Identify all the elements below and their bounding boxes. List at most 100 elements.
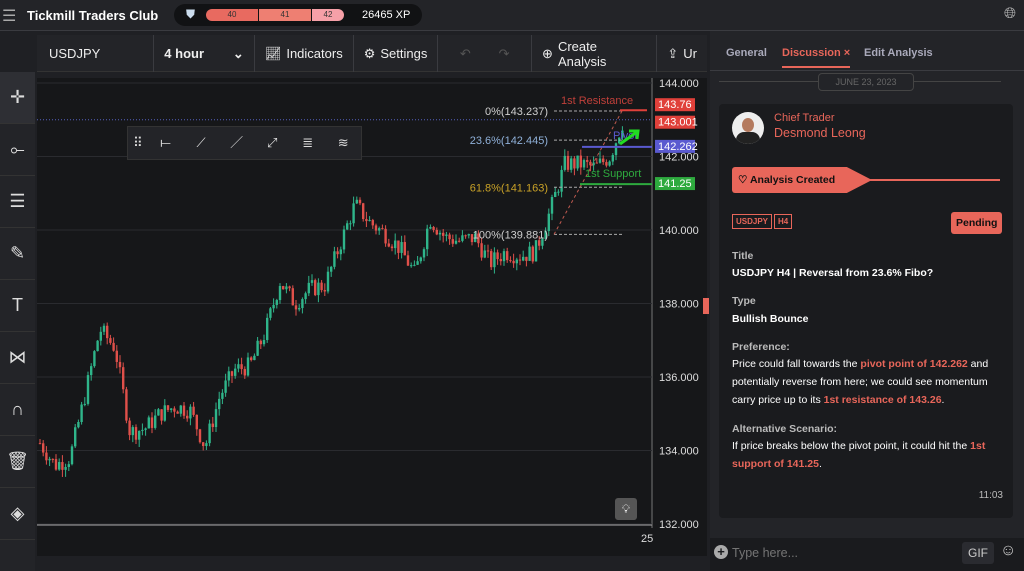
indicators-button[interactable]: 📈︎ Indicators bbox=[255, 35, 354, 72]
level-40: 40 bbox=[206, 9, 258, 21]
arrow-up-icon bbox=[619, 129, 640, 146]
add-attachment-icon[interactable]: + bbox=[714, 545, 728, 559]
indicators-icon: 📈︎ bbox=[264, 45, 282, 61]
price-tag bbox=[655, 177, 695, 191]
candle-body bbox=[349, 223, 352, 225]
price-chart[interactable]: 144.000 142.000 140.000 138.000 136.000 134.0… bbox=[37, 78, 707, 556]
candle-body bbox=[394, 240, 397, 249]
candle-body bbox=[80, 404, 83, 422]
upload-button[interactable]: ⇪ Ur bbox=[657, 35, 707, 72]
undo-icon[interactable]: ↶ bbox=[459, 45, 471, 61]
chart-toolbar: USDJPY 4 hour ⌄ 📈︎ Indicators ⚙ Settings ↶ ↷… bbox=[37, 35, 707, 72]
candle-body bbox=[467, 234, 470, 236]
candle-body bbox=[90, 366, 93, 376]
emoji-icon[interactable]: ☺ bbox=[1000, 542, 1017, 559]
close-icon[interactable]: × bbox=[843, 47, 851, 59]
stage-progress-line bbox=[869, 179, 1000, 181]
resistance-highlight: 1st resistance of 143.26 bbox=[823, 394, 942, 406]
candle-body bbox=[480, 243, 483, 258]
candle-body bbox=[474, 233, 477, 243]
candle-body bbox=[413, 264, 416, 266]
timeframe-dropdown[interactable]: 4 hour ⌄ bbox=[154, 35, 255, 72]
price-tick-label: 140.000 bbox=[659, 225, 699, 237]
candle-body bbox=[477, 233, 480, 244]
message-input[interactable] bbox=[732, 542, 952, 564]
candle-body bbox=[240, 364, 243, 370]
candle-body bbox=[550, 196, 554, 214]
create-analysis-button[interactable]: ⊕ Create Analysis bbox=[532, 35, 658, 72]
panel-resize-handle[interactable] bbox=[703, 298, 709, 314]
fib-level-label: 23.6%(142.445) bbox=[470, 135, 548, 147]
fib-retracement-icon[interactable]: ≋ bbox=[337, 135, 349, 150]
symbol-selector[interactable]: USDJPY bbox=[37, 35, 155, 72]
layers-icon[interactable]: ◈ bbox=[0, 488, 35, 540]
trend-line-icon[interactable]: ⟜ bbox=[0, 124, 35, 176]
resistance-label: 1st Resistance bbox=[561, 95, 633, 107]
drawing-toolbar: ⠿ ⟝ ⟋ ／ ⤢ ≣ ≋ bbox=[127, 126, 362, 160]
candle-body bbox=[435, 229, 438, 235]
candle-body bbox=[365, 219, 368, 222]
extended-line-icon[interactable]: ⤢ bbox=[266, 135, 278, 150]
candle-body bbox=[566, 155, 570, 170]
magnet-icon[interactable]: ∩ bbox=[0, 384, 35, 436]
title-label: Title bbox=[732, 250, 754, 262]
candle-body bbox=[346, 223, 349, 230]
candle-body bbox=[461, 235, 464, 241]
gif-button[interactable]: GIF bbox=[962, 542, 994, 564]
candle-body bbox=[176, 411, 179, 414]
candle-body bbox=[557, 191, 560, 193]
candle-body bbox=[118, 361, 122, 368]
top-bar: ☰ Tickmill Traders Club ⛊ 40 41 42 26465… bbox=[0, 0, 1024, 31]
text-icon[interactable]: T bbox=[0, 280, 35, 332]
candle-body bbox=[195, 414, 198, 430]
globe-icon[interactable]: 🌐︎ bbox=[1003, 5, 1016, 22]
author-name[interactable]: Desmond Leong bbox=[774, 126, 866, 140]
brush-icon[interactable]: ✎ bbox=[0, 228, 35, 280]
candle-body bbox=[614, 143, 618, 156]
candle-body bbox=[186, 415, 189, 419]
pattern-icon[interactable]: ⋈ bbox=[0, 332, 35, 384]
plus-circle-icon: ⊕ bbox=[542, 45, 553, 61]
support-highlight: 1st support of 141.25 bbox=[732, 440, 986, 470]
fib-lines-icon[interactable]: ☰ bbox=[0, 176, 35, 228]
price-tick-label: 142.000 bbox=[659, 152, 699, 164]
chevron-down-icon: ⌄ bbox=[232, 45, 244, 61]
candle-body bbox=[285, 286, 288, 290]
menu-icon[interactable]: ☰ bbox=[2, 8, 17, 25]
segment-icon[interactable]: ／ bbox=[230, 135, 244, 150]
horizontal-line-icon[interactable]: ⟝ bbox=[160, 135, 171, 150]
candle-body bbox=[269, 308, 272, 318]
tab-discussion[interactable]: Discussion × bbox=[782, 47, 851, 68]
candle-body bbox=[125, 389, 128, 421]
candle-body bbox=[256, 340, 259, 356]
candle-body bbox=[93, 351, 96, 367]
ray-icon[interactable]: ⟋ bbox=[196, 135, 206, 150]
lightbulb-icon[interactable]: 💡︎ bbox=[615, 498, 637, 520]
candle-body bbox=[170, 408, 173, 410]
candle-body bbox=[518, 259, 522, 261]
price-tag-label: 143.001 bbox=[658, 117, 698, 129]
symbol-label: USDJPY bbox=[49, 46, 101, 61]
analysis-panel: General Discussion × Edit Analysis JUNE … bbox=[710, 31, 1024, 571]
chart-canvas[interactable]: 144.000 142.000 140.000 138.000 136.000 134.0… bbox=[37, 78, 707, 556]
pref-text-2: and potentially reverse from here; we co… bbox=[732, 358, 989, 406]
redo-icon[interactable]: ↷ bbox=[498, 45, 510, 61]
candle-body bbox=[102, 325, 106, 332]
trash-icon[interactable]: 🗑︎ bbox=[0, 436, 35, 488]
crosshair-icon[interactable]: ✛ bbox=[0, 72, 35, 124]
upload-icon: ⇪ bbox=[667, 45, 679, 61]
candle-body bbox=[410, 265, 413, 267]
candle-body bbox=[493, 252, 496, 268]
candle-body bbox=[320, 282, 323, 291]
candle-body bbox=[438, 232, 442, 235]
drag-handle-icon[interactable]: ⠿ bbox=[133, 135, 143, 150]
tab-edit-analysis[interactable]: Edit Analysis bbox=[864, 47, 933, 59]
parallel-channel-icon[interactable]: ≣ bbox=[302, 135, 314, 150]
tab-general[interactable]: General bbox=[726, 47, 767, 59]
settings-button[interactable]: ⚙ Settings bbox=[354, 35, 439, 72]
candle-body bbox=[621, 130, 624, 138]
candle-body bbox=[250, 357, 253, 361]
candle-body bbox=[323, 290, 326, 292]
price-tag bbox=[655, 139, 695, 153]
candle-body bbox=[330, 266, 333, 272]
